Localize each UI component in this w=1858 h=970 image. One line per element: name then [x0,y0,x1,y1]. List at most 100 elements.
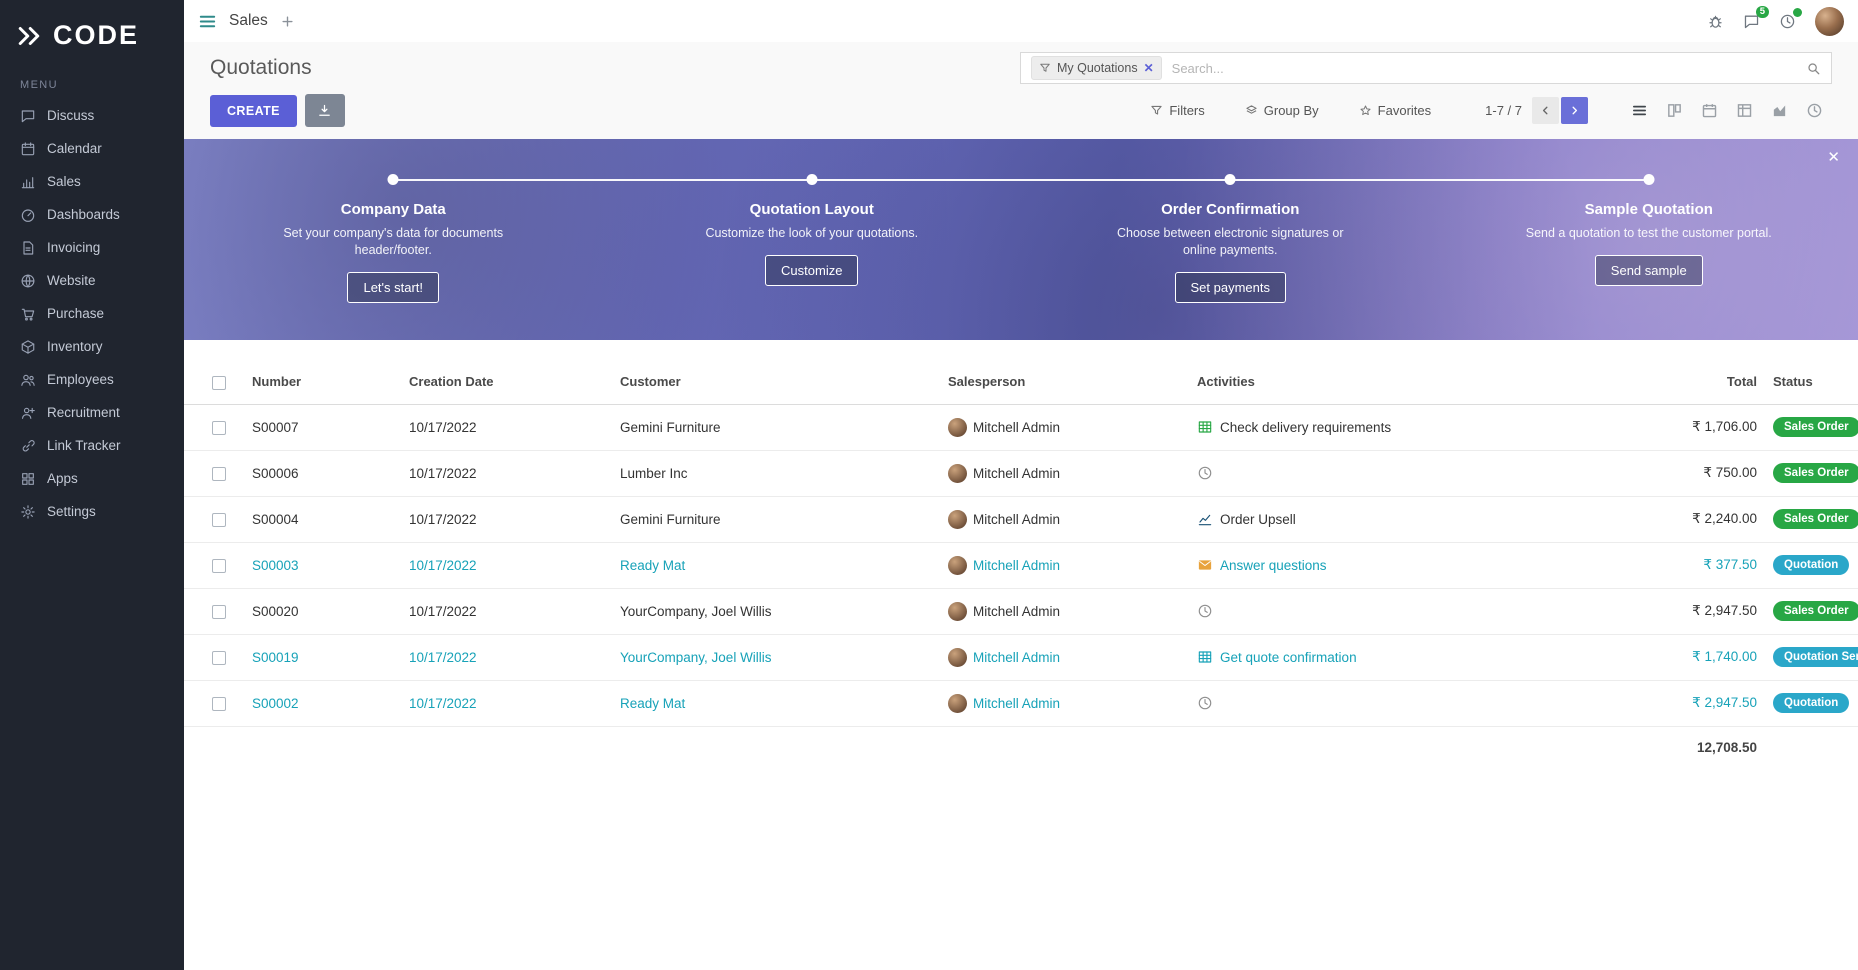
sidebar-item-sales[interactable]: Sales [0,165,184,198]
cell-number[interactable]: S00002 [252,695,299,711]
row-checkbox[interactable] [212,696,226,711]
cell-activities[interactable]: Order Upsell [1197,496,1633,542]
cell-activities[interactable] [1197,588,1633,634]
sidebar-item-calendar[interactable]: Calendar [0,132,184,165]
topbar-right-tools: 5 [1707,5,1844,36]
cell-activities[interactable] [1197,450,1633,496]
activities-clock-icon[interactable] [1779,7,1802,30]
column-header-salesperson[interactable]: Salesperson [948,374,1026,390]
sidebar-item-dashboards[interactable]: Dashboards [0,198,184,231]
select-all-checkbox[interactable] [212,375,226,390]
row-checkbox[interactable] [212,604,226,619]
step-action-button[interactable]: Customize [765,254,859,286]
table-row[interactable]: S00003 10/17/2022 Ready Mat Mitchell Admin A… [184,542,1858,588]
user-avatar[interactable] [1815,6,1844,36]
table-row[interactable]: S00007 10/17/2022 Gemini Furniture Mitchell… [184,404,1858,450]
sidebar-item-website[interactable]: Website [0,264,184,297]
column-header-creation-date[interactable]: Creation Date [409,374,494,390]
select-all-header-cell [184,360,252,404]
row-checkbox[interactable] [212,650,226,665]
facet-remove-icon[interactable]: ✕ [1143,61,1154,75]
envelope-icon[interactable] [1197,557,1213,573]
spreadsheet-icon[interactable] [1197,649,1213,665]
calendar-view-button[interactable] [1692,96,1727,126]
sidebar-item-recruitment[interactable]: Recruitment [0,396,184,429]
cell-creation-date: 10/17/2022 [409,695,477,711]
pager-previous-button[interactable] [1532,97,1559,124]
search-input[interactable] [1169,59,1798,77]
step-action-button[interactable]: Send sample [1594,254,1703,286]
activity-view-button[interactable] [1797,96,1832,126]
spreadsheet-icon[interactable] [1197,419,1213,435]
cell-number[interactable]: S00003 [252,557,299,573]
menu-toggle-icon[interactable] [198,12,217,31]
app-logo[interactable]: CODE [0,0,184,67]
debug-bug-icon[interactable] [1707,13,1724,30]
pivot-view-button[interactable] [1727,96,1762,126]
sidebar-item-inventory[interactable]: Inventory [0,330,184,363]
kanban-view-button[interactable] [1657,96,1692,126]
row-checkbox[interactable] [212,466,226,481]
table-row[interactable]: S00002 10/17/2022 Ready Mat Mitchell Admin ₹… [184,680,1858,726]
create-button[interactable]: CREATE [210,94,297,127]
employees-icon [20,372,36,388]
column-header-customer[interactable]: Customer [620,374,681,390]
activity-label[interactable]: Order Upsell [1220,512,1296,527]
cell-activities[interactable]: Check delivery requirements [1197,404,1633,450]
step-action-button[interactable]: Set payments [1174,271,1286,303]
search-icon[interactable] [1806,61,1821,76]
activity-label[interactable]: Check delivery requirements [1220,420,1392,435]
clock-icon[interactable] [1197,695,1213,711]
clock-icon[interactable] [1197,465,1213,481]
stepper-line [393,179,1649,181]
search-facet[interactable]: My Quotations ✕ [1031,56,1162,80]
cell-salesperson: Mitchell Admin [948,634,1197,680]
column-header-activities[interactable]: Activities [1197,374,1255,390]
row-checkbox[interactable] [212,420,226,435]
sidebar-item-employees[interactable]: Employees [0,363,184,396]
table-row[interactable]: S00019 10/17/2022 YourCompany, Joel Willis… [184,634,1858,680]
column-header-number[interactable]: Number [252,374,302,390]
cell-number[interactable]: S00006 [252,465,299,481]
messages-icon[interactable]: 5 [1743,5,1769,30]
cell-activities[interactable] [1197,680,1633,726]
table-row[interactable]: S00006 10/17/2022 Lumber Inc Mitchell Admin… [184,450,1858,496]
cell-number[interactable]: S00007 [252,419,299,435]
cell-activities[interactable]: Get quote confirmation [1197,634,1633,680]
cell-number[interactable]: S00004 [252,511,299,527]
step-action-button[interactable]: Let's start! [347,271,440,303]
clock-icon[interactable] [1197,603,1213,619]
row-checkbox[interactable] [212,558,226,573]
activity-label[interactable]: Answer questions [1220,558,1327,573]
sidebar-item-settings[interactable]: Settings [0,495,184,528]
line-chart-icon[interactable] [1197,511,1213,527]
filters-button[interactable]: Filters [1144,102,1210,119]
sidebar-item-link-tracker[interactable]: Link Tracker [0,429,184,462]
sidebar-item-invoicing[interactable]: Invoicing [0,231,184,264]
favorites-button[interactable]: Favorites [1353,102,1437,119]
salesperson-avatar [948,693,967,713]
search-bar[interactable]: My Quotations ✕ [1020,52,1832,84]
graph-view-button[interactable] [1762,96,1797,126]
table-row[interactable]: S00020 10/17/2022 YourCompany, Joel Willis… [184,588,1858,634]
sidebar-item-discuss[interactable]: Discuss [0,99,184,132]
list-view-button[interactable] [1622,96,1657,126]
current-app-label[interactable]: Sales [229,12,268,29]
calendar-icon [1701,102,1718,119]
column-header-status[interactable]: Status [1773,374,1813,390]
import-export-button[interactable] [304,94,345,127]
activity-label[interactable]: Get quote confirmation [1220,650,1357,665]
cell-activities[interactable]: Answer questions [1197,542,1633,588]
column-header-total[interactable]: Total [1726,374,1757,390]
add-tab-icon[interactable] [280,14,295,29]
group-by-button[interactable]: Group By [1239,102,1325,119]
pager-next-button[interactable] [1561,97,1588,124]
sidebar-item-purchase[interactable]: Purchase [0,297,184,330]
cell-number[interactable]: S00019 [252,649,299,665]
brand-name: CODE [53,20,140,50]
table-row[interactable]: S00004 10/17/2022 Gemini Furniture Mitchell… [184,496,1858,542]
cell-number[interactable]: S00020 [252,603,299,619]
row-checkbox[interactable] [212,512,226,527]
sidebar-item-apps[interactable]: Apps [0,462,184,495]
banner-close-icon[interactable]: ✕ [1827,149,1840,166]
